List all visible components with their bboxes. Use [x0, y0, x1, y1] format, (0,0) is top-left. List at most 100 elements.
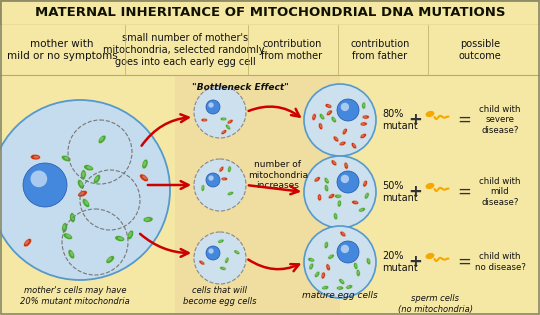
Ellipse shape — [145, 218, 150, 221]
Ellipse shape — [331, 117, 336, 123]
Ellipse shape — [221, 130, 227, 135]
Text: possible
outcome: possible outcome — [458, 39, 501, 61]
Text: contribution
from father: contribution from father — [350, 39, 410, 61]
Text: mother with
mild or no symptoms: mother with mild or no symptoms — [6, 39, 117, 61]
Ellipse shape — [234, 250, 240, 255]
Ellipse shape — [228, 120, 231, 123]
Ellipse shape — [228, 167, 230, 171]
Ellipse shape — [355, 264, 357, 267]
Circle shape — [304, 84, 376, 156]
Circle shape — [304, 226, 376, 298]
Ellipse shape — [341, 280, 343, 283]
Ellipse shape — [346, 285, 353, 289]
Text: =: = — [457, 111, 471, 129]
Text: 50%
mutant: 50% mutant — [382, 181, 418, 203]
Text: child with
mild
disease?: child with mild disease? — [480, 177, 521, 207]
Ellipse shape — [222, 267, 225, 269]
Ellipse shape — [226, 124, 231, 130]
Ellipse shape — [359, 208, 366, 212]
Ellipse shape — [220, 266, 226, 270]
Ellipse shape — [30, 154, 40, 160]
Ellipse shape — [357, 271, 359, 275]
Ellipse shape — [360, 122, 367, 126]
Ellipse shape — [333, 161, 336, 164]
Ellipse shape — [364, 181, 366, 185]
Ellipse shape — [222, 118, 226, 120]
Ellipse shape — [363, 116, 367, 118]
Ellipse shape — [327, 111, 330, 114]
Ellipse shape — [345, 163, 347, 167]
Ellipse shape — [361, 123, 365, 125]
Text: child with
no disease?: child with no disease? — [475, 252, 525, 272]
Ellipse shape — [353, 144, 356, 147]
Ellipse shape — [25, 240, 29, 245]
Ellipse shape — [339, 141, 346, 146]
Ellipse shape — [227, 125, 229, 128]
Ellipse shape — [319, 195, 321, 199]
Ellipse shape — [324, 242, 328, 249]
Ellipse shape — [143, 161, 146, 166]
Ellipse shape — [320, 124, 322, 128]
Circle shape — [341, 245, 349, 253]
Text: cells that will
become egg cells: cells that will become egg cells — [183, 286, 256, 306]
Ellipse shape — [336, 286, 343, 290]
Ellipse shape — [426, 111, 434, 117]
Ellipse shape — [71, 215, 74, 220]
Ellipse shape — [225, 257, 229, 263]
Ellipse shape — [327, 265, 329, 269]
Ellipse shape — [77, 180, 84, 189]
Circle shape — [0, 100, 170, 280]
Ellipse shape — [219, 240, 222, 242]
Ellipse shape — [140, 174, 148, 181]
Ellipse shape — [314, 177, 320, 182]
Circle shape — [30, 170, 47, 187]
Ellipse shape — [352, 200, 359, 204]
Ellipse shape — [203, 119, 207, 121]
Ellipse shape — [319, 114, 325, 120]
Ellipse shape — [354, 201, 357, 203]
Circle shape — [341, 103, 349, 111]
Ellipse shape — [340, 231, 346, 237]
Ellipse shape — [84, 165, 93, 171]
Ellipse shape — [367, 258, 370, 265]
Ellipse shape — [235, 251, 239, 253]
Ellipse shape — [107, 257, 112, 261]
Ellipse shape — [118, 237, 123, 240]
Text: mature egg cells: mature egg cells — [302, 291, 378, 301]
Ellipse shape — [339, 279, 345, 284]
Circle shape — [208, 102, 214, 108]
Ellipse shape — [361, 135, 365, 137]
Ellipse shape — [127, 230, 133, 240]
Ellipse shape — [95, 176, 98, 181]
Ellipse shape — [66, 234, 71, 238]
Ellipse shape — [315, 272, 318, 276]
Ellipse shape — [333, 136, 339, 142]
Circle shape — [194, 86, 246, 138]
FancyBboxPatch shape — [0, 0, 540, 25]
Ellipse shape — [79, 181, 83, 186]
Ellipse shape — [329, 255, 332, 258]
Ellipse shape — [366, 194, 368, 197]
Ellipse shape — [33, 156, 39, 158]
Ellipse shape — [333, 117, 335, 121]
Ellipse shape — [86, 166, 92, 169]
Ellipse shape — [363, 180, 367, 187]
Ellipse shape — [82, 172, 85, 177]
Ellipse shape — [82, 199, 90, 208]
Ellipse shape — [63, 225, 66, 230]
Ellipse shape — [324, 177, 329, 184]
Ellipse shape — [426, 183, 434, 189]
Ellipse shape — [360, 134, 367, 139]
Ellipse shape — [142, 175, 147, 180]
Circle shape — [208, 175, 214, 181]
Circle shape — [23, 163, 67, 207]
Ellipse shape — [362, 102, 366, 109]
Ellipse shape — [220, 117, 227, 121]
Text: =: = — [457, 253, 471, 271]
Ellipse shape — [228, 192, 232, 194]
Ellipse shape — [222, 178, 226, 180]
Ellipse shape — [322, 273, 324, 277]
Ellipse shape — [363, 103, 364, 107]
Ellipse shape — [343, 129, 346, 133]
Ellipse shape — [202, 186, 204, 190]
